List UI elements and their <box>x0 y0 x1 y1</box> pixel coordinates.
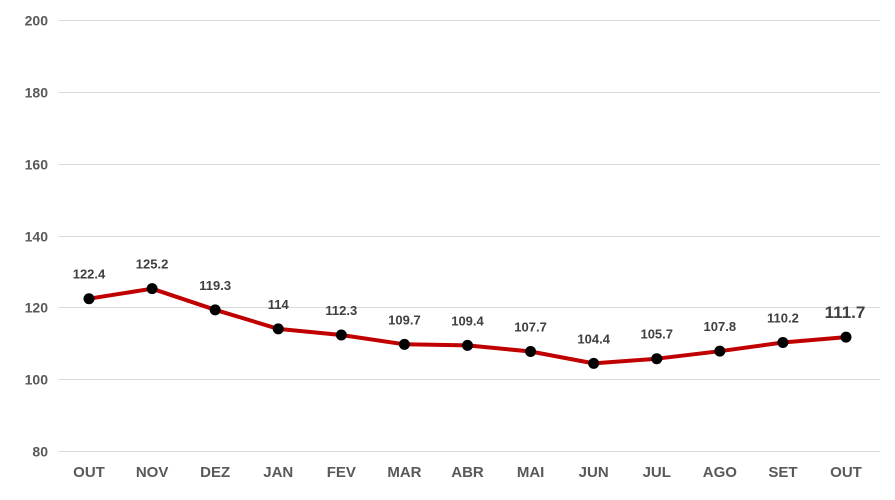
y-tick-label: 80 <box>32 444 48 460</box>
x-tick-label: SET <box>768 464 797 481</box>
data-point <box>146 283 158 295</box>
x-tick-label: MAR <box>387 464 421 481</box>
x-tick-label: FEV <box>327 464 356 481</box>
data-point <box>462 339 473 351</box>
data-point <box>588 357 600 369</box>
y-axis-ticks: 80 100 120 140 160 180 200 <box>25 13 49 460</box>
data-labels: 122.4 125.2 119.3 114 112.3 109.7 109.4 107.7 10… <box>73 257 866 347</box>
data-point <box>209 304 221 316</box>
data-label: 107.7 <box>514 320 547 335</box>
gridlines <box>58 20 880 452</box>
x-tick-label: JUL <box>643 464 671 481</box>
y-tick-label: 120 <box>25 300 49 316</box>
data-point <box>83 293 95 305</box>
data-label: 112.3 <box>325 303 357 318</box>
x-tick-label: NOV <box>136 464 169 481</box>
data-point <box>335 329 347 341</box>
x-tick-label: JAN <box>263 464 293 481</box>
x-tick-label: OUT <box>830 464 862 481</box>
y-tick-label: 100 <box>25 372 49 388</box>
x-tick-label: JUN <box>579 464 609 481</box>
data-point <box>651 353 663 365</box>
data-point <box>777 337 789 349</box>
data-label: 119.3 <box>199 278 231 293</box>
data-label: 110.2 <box>767 311 799 326</box>
data-point <box>840 331 852 343</box>
x-tick-label: OUT <box>73 464 105 481</box>
data-label: 104.4 <box>577 331 610 346</box>
data-point <box>525 346 537 358</box>
data-label: 111.7 <box>825 303 866 322</box>
x-tick-label: MAI <box>517 464 545 481</box>
x-tick-label: ABR <box>451 464 484 481</box>
data-label: 109.4 <box>451 313 484 328</box>
x-tick-label: DEZ <box>200 464 230 481</box>
data-label: 107.8 <box>704 319 737 334</box>
data-point <box>398 338 410 350</box>
data-label: 114 <box>268 297 290 312</box>
y-tick-label: 180 <box>25 85 49 101</box>
y-tick-label: 160 <box>25 157 49 173</box>
y-tick-label: 140 <box>25 229 49 245</box>
x-tick-label: AGO <box>703 464 738 481</box>
data-label: 105.7 <box>640 327 673 342</box>
data-point <box>714 345 726 357</box>
x-axis-ticks: OUT NOV DEZ JAN FEV MAR ABR MAI JUN JUL AGO SET OUT <box>73 464 862 481</box>
y-tick-label: 200 <box>25 13 49 29</box>
data-label: 109.7 <box>388 312 421 327</box>
data-label: 125.2 <box>136 257 169 272</box>
series-markers <box>83 283 852 369</box>
data-point <box>272 323 284 335</box>
data-label: 122.4 <box>73 267 106 282</box>
